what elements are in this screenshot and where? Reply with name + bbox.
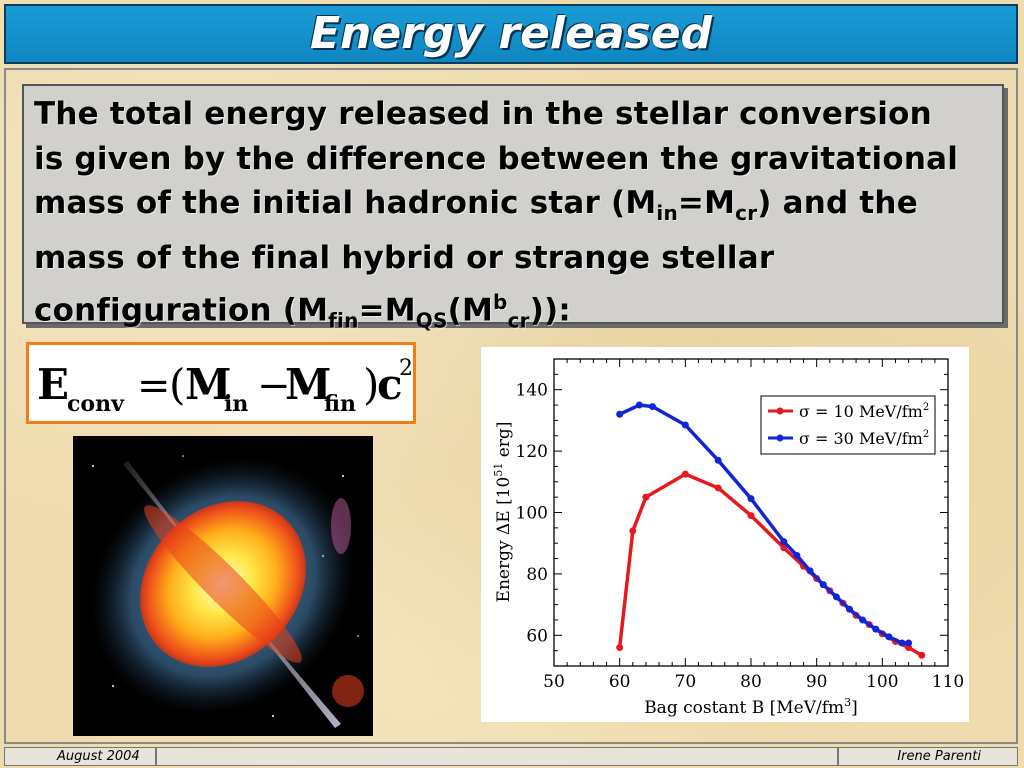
series-point-0 — [642, 493, 650, 501]
title-bar: Energy released — [4, 4, 1018, 64]
footer-date-text: August 2004 — [57, 749, 140, 764]
series-point-1 — [747, 495, 755, 503]
x-tick-label: 70 — [675, 672, 697, 692]
body-line-4: mass of the final hybrid or strange stel… — [34, 239, 775, 276]
y-tick-label: 100 — [516, 504, 548, 524]
formula-E-sub: conv — [67, 391, 125, 417]
x-axis-label: Bag costant B [MeV/fm3] — [644, 696, 858, 718]
series-point-1 — [872, 625, 880, 633]
legend-label-sigma-10: σ = 10 MeV/fm2 — [799, 402, 929, 421]
series-point-0 — [714, 484, 722, 492]
body-line-2: is given by the difference between the g… — [34, 140, 959, 177]
x-tick-label: 60 — [609, 672, 631, 692]
series-point-1 — [681, 421, 689, 429]
red-nebula — [332, 675, 364, 707]
legend-label-sigma-30: σ = 30 MeV/fm2 — [799, 429, 929, 448]
legend-marker-sigma-10 — [776, 407, 784, 415]
chart-legend: σ = 10 MeV/fm2 σ = 30 MeV/fm2 — [760, 395, 936, 455]
x-tick-label: 80 — [740, 672, 762, 692]
series-point-1 — [832, 593, 840, 601]
energy-formula: E conv = ( M in − M fin ) c 2 — [26, 342, 416, 424]
energy-chart-svg: 50 60 70 80 90 100 110 60 80 100 120 140 Bag costan… — [492, 358, 964, 718]
purple-nebula — [331, 498, 351, 554]
series-point-1 — [780, 538, 788, 546]
y-tick-label: 120 — [516, 442, 548, 462]
x-tick-label: 90 — [806, 672, 828, 692]
series-point-1 — [616, 410, 624, 418]
series-point-0 — [780, 544, 788, 552]
footer-author-text: Irene Parenti — [897, 749, 981, 764]
x-tick-label: 110 — [932, 672, 964, 692]
content-frame — [4, 68, 1018, 744]
y-tick-label: 140 — [516, 381, 548, 401]
legend-marker-sigma-30 — [776, 434, 784, 442]
supernova-illustration — [73, 436, 373, 736]
series-point-0 — [747, 512, 755, 520]
star-dots — [92, 455, 359, 717]
formula-minus: − — [257, 363, 291, 409]
x-tick-label: 50 — [543, 672, 565, 692]
series-point-1 — [714, 456, 722, 464]
formula-c-sup: 2 — [399, 356, 413, 381]
formula-rparen: ) — [363, 360, 379, 409]
x-tick-label: 100 — [866, 672, 898, 692]
series-layer — [616, 401, 926, 659]
series-point-1 — [649, 403, 656, 411]
series-point-1 — [793, 551, 801, 559]
legend-box — [760, 395, 936, 455]
formula-c: c — [377, 360, 403, 409]
formula-M-in: M — [185, 360, 232, 409]
series-point-1 — [806, 567, 814, 575]
footer-date: August 2004 — [4, 747, 156, 766]
slide-title: Energy released — [309, 8, 713, 59]
formula-svg: E conv = ( M in − M fin ) c 2 — [37, 356, 413, 417]
series-point-1 — [635, 401, 643, 409]
y-tick-label: 80 — [526, 565, 548, 585]
formula-M-in-sub: in — [224, 391, 248, 417]
series-point-1 — [859, 616, 867, 624]
body-textbox: The total energy released in the stellar… — [22, 84, 1004, 333]
core-band — [144, 505, 302, 663]
ticks-layer: 50 60 70 80 90 100 110 60 80 100 120 140 — [516, 358, 964, 692]
formula-E: E — [37, 360, 69, 409]
series-point-1 — [885, 633, 893, 641]
footer-author: Irene Parenti — [838, 747, 1018, 766]
series-point-0 — [918, 651, 926, 659]
series-point-0 — [681, 470, 689, 478]
formula-M-fin: M — [285, 360, 332, 409]
formula-lparen: ( — [169, 360, 185, 409]
series-point-0 — [629, 527, 637, 535]
series-point-1 — [898, 639, 906, 647]
formula-M-fin-sub: fin — [324, 391, 356, 417]
body-line-3: mass of the initial hadronic star (Min=M… — [34, 185, 918, 226]
energy-chart: 50 60 70 80 90 100 110 60 80 100 120 140 Bag costan… — [481, 347, 969, 722]
supernova-svg — [90, 455, 364, 728]
series-point-0 — [616, 644, 624, 652]
series-point-1 — [846, 605, 853, 613]
footer-middle — [156, 747, 838, 766]
series-point-1 — [819, 581, 827, 589]
formula-equals: = — [137, 363, 171, 409]
y-axis-label: Energy ΔE [1051 erg] — [492, 422, 514, 603]
series-point-1 — [905, 639, 913, 647]
y-tick-label: 60 — [526, 626, 548, 646]
body-line-1: The total energy released in the stellar… — [34, 96, 932, 132]
body-line-5: configuration (Mfin=MQS(Mbcr)): — [34, 290, 572, 333]
